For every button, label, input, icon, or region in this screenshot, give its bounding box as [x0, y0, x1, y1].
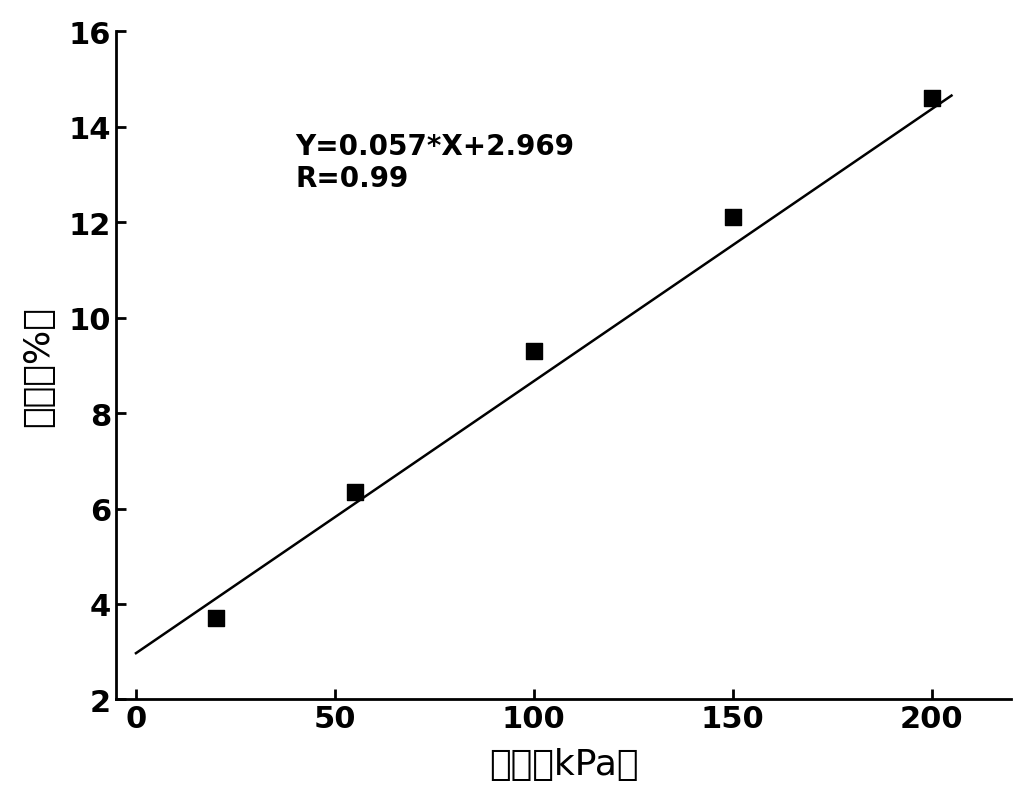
Point	[347, 486, 363, 499]
X-axis label: 压强（kPa）: 压强（kPa）	[489, 747, 639, 781]
Point	[924, 92, 940, 105]
Point	[525, 345, 542, 358]
Text: Y=0.057*X+2.969
R=0.99: Y=0.057*X+2.969 R=0.99	[295, 132, 574, 192]
Point	[207, 612, 224, 625]
Point	[724, 212, 741, 225]
Y-axis label: 应变（%）: 应变（%）	[21, 306, 55, 427]
